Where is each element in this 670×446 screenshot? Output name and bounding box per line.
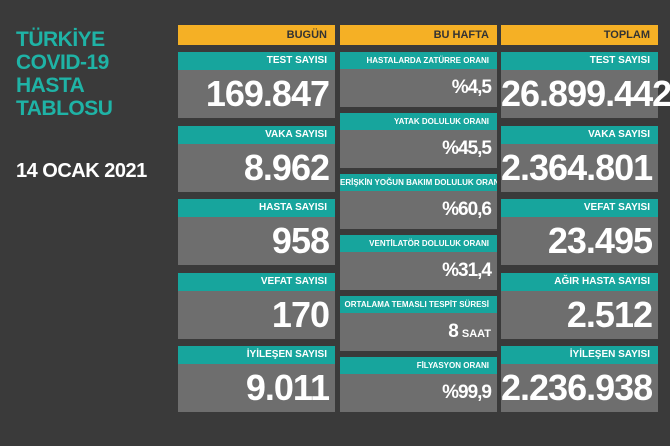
card-label: YATAK DOLULUK ORANI bbox=[340, 113, 497, 130]
card-label: HASTALARDA ZATÜRRE ORANI bbox=[340, 52, 497, 69]
value-text: 958 bbox=[271, 220, 330, 261]
value-text: %60,6 bbox=[442, 199, 492, 220]
card-value: 26.899.442 bbox=[501, 70, 670, 118]
card-value: 2.364.801 bbox=[501, 143, 658, 192]
value-text: 9.011 bbox=[245, 367, 330, 408]
card-value: %45,5 bbox=[340, 130, 497, 168]
card-label: VAKA SAYISI bbox=[178, 125, 335, 144]
card-label: TEST SAYISI bbox=[501, 52, 658, 70]
card-label: VEFAT SAYISI bbox=[178, 272, 335, 291]
value-text: %31,4 bbox=[442, 260, 492, 281]
card-value: 958 bbox=[178, 217, 335, 265]
card-label: ORTALAMA TEMASLI TESPİT SÜRESİ bbox=[340, 296, 497, 313]
value-unit: SAAT bbox=[461, 328, 491, 340]
card-label: VEFAT SAYISI bbox=[501, 199, 658, 217]
column-header: BU HAFTA bbox=[340, 25, 497, 45]
title-line: HASTA bbox=[16, 74, 85, 97]
card-label: TEST SAYISI bbox=[178, 52, 335, 70]
value-text: 2.236.938 bbox=[501, 367, 653, 408]
title-line: COVID-19 bbox=[16, 51, 109, 74]
card-label: VENTİLATÖR DOLULUK ORANI bbox=[340, 235, 497, 252]
card-value: 8.962 bbox=[178, 143, 335, 192]
date: 14 OCAK 2021 bbox=[16, 160, 147, 182]
title-line: TÜRKİYE bbox=[16, 28, 105, 51]
value-text: 23.495 bbox=[547, 220, 653, 261]
card-value: 9.011 bbox=[178, 364, 335, 412]
card-value: 2.512 bbox=[501, 290, 658, 339]
title-line: TABLOSU bbox=[16, 97, 113, 120]
value-text: 26.899.442 bbox=[501, 73, 670, 114]
card-value: %31,4 bbox=[340, 252, 497, 290]
value-text: 2.512 bbox=[566, 293, 653, 335]
card-value: 170 bbox=[178, 290, 335, 339]
card-label: İYİLEŞEN SAYISI bbox=[501, 346, 658, 364]
column-header: BUGÜN bbox=[178, 25, 335, 45]
title: TÜRKİYE COVID-19 HASTA TABLOSU bbox=[16, 28, 113, 120]
card-value: 23.495 bbox=[501, 217, 658, 265]
card-value: 2.236.938 bbox=[501, 364, 658, 412]
card-label: HASTA SAYISI bbox=[178, 199, 335, 217]
card-value: 8 SAAT bbox=[340, 313, 497, 351]
card-label: ERİŞKİN YOĞUN BAKIM DOLULUK ORANI bbox=[340, 174, 497, 191]
column-header: TOPLAM bbox=[501, 25, 658, 45]
card-value: %4,5 bbox=[340, 69, 497, 107]
value-text: 170 bbox=[271, 293, 330, 335]
card-value: 169.847 bbox=[178, 70, 335, 118]
card-value: %99,9 bbox=[340, 374, 497, 412]
value-text: %99,9 bbox=[442, 382, 492, 403]
card-label: VAKA SAYISI bbox=[501, 125, 658, 144]
card-label: İYİLEŞEN SAYISI bbox=[178, 346, 335, 364]
card-label: AĞIR HASTA SAYISI bbox=[501, 272, 658, 291]
value-text: %45,5 bbox=[442, 138, 492, 159]
value-text: 8 bbox=[448, 321, 459, 342]
value-text: %4,5 bbox=[451, 77, 492, 98]
card-value: %60,6 bbox=[340, 191, 497, 229]
value-text: 169.847 bbox=[205, 73, 330, 114]
card-label: FİLYASYON ORANI bbox=[340, 357, 497, 374]
value-text: 8.962 bbox=[243, 146, 330, 188]
value-text: 2.364.801 bbox=[501, 146, 653, 188]
